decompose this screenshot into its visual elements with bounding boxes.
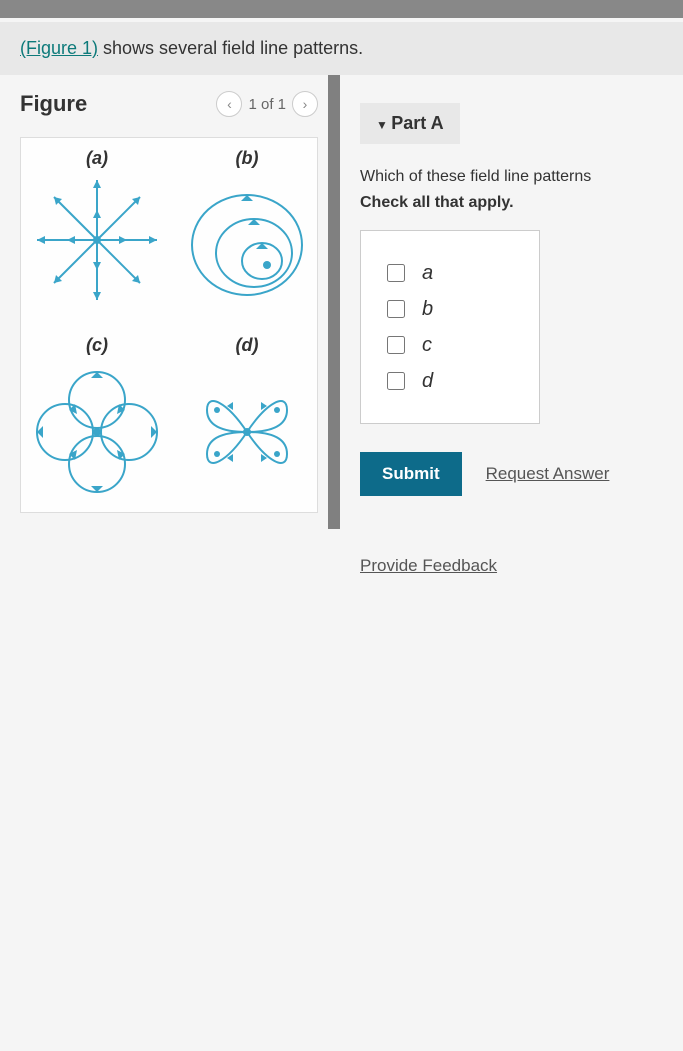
provide-feedback-link[interactable]: Provide Feedback: [360, 556, 497, 576]
figure-column: Figure ‹ 1 of 1 › (a): [0, 75, 340, 529]
figure-link[interactable]: (Figure 1): [20, 38, 98, 58]
instruction-text: Check all that apply.: [360, 194, 683, 212]
checkbox-c[interactable]: [387, 336, 405, 354]
part-a-tab[interactable]: Part A: [360, 103, 460, 144]
figure-b: (b): [177, 148, 317, 305]
checkbox-d[interactable]: [387, 372, 405, 390]
figure-d-label: (d): [177, 335, 317, 356]
figure-c-label: (c): [27, 335, 167, 356]
pager-prev-icon[interactable]: ‹: [216, 91, 242, 117]
intro-banner: (Figure 1) shows several field line patt…: [0, 22, 683, 75]
option-c[interactable]: c: [383, 333, 517, 357]
option-b[interactable]: b: [383, 297, 517, 321]
figure-a-label: (a): [27, 148, 167, 169]
figure-canvas: (a): [20, 137, 318, 513]
intro-text: shows several field line patterns.: [98, 38, 363, 58]
option-d[interactable]: d: [383, 369, 517, 393]
figure-b-label: (b): [177, 148, 317, 169]
top-divider: [0, 0, 683, 18]
options-box: a b c d: [360, 230, 540, 424]
pager-count: 1 of 1: [248, 96, 286, 113]
checkbox-b[interactable]: [387, 300, 405, 318]
question-text: Which of these field line patterns: [360, 168, 683, 186]
question-column: Part A Which of these field line pattern…: [340, 75, 683, 592]
option-a-label: a: [422, 262, 433, 285]
figure-d: (d): [177, 335, 317, 502]
figure-pager: ‹ 1 of 1 ›: [216, 91, 318, 117]
option-a[interactable]: a: [383, 261, 517, 285]
option-d-label: d: [422, 370, 433, 393]
option-c-label: c: [422, 334, 432, 357]
figure-title: Figure: [20, 91, 87, 117]
checkbox-a[interactable]: [387, 264, 405, 282]
option-b-label: b: [422, 298, 433, 321]
figure-c: (c): [27, 335, 167, 502]
figure-a: (a): [27, 148, 167, 305]
request-answer-link[interactable]: Request Answer: [486, 464, 610, 484]
pager-next-icon[interactable]: ›: [292, 91, 318, 117]
submit-button[interactable]: Submit: [360, 452, 462, 496]
